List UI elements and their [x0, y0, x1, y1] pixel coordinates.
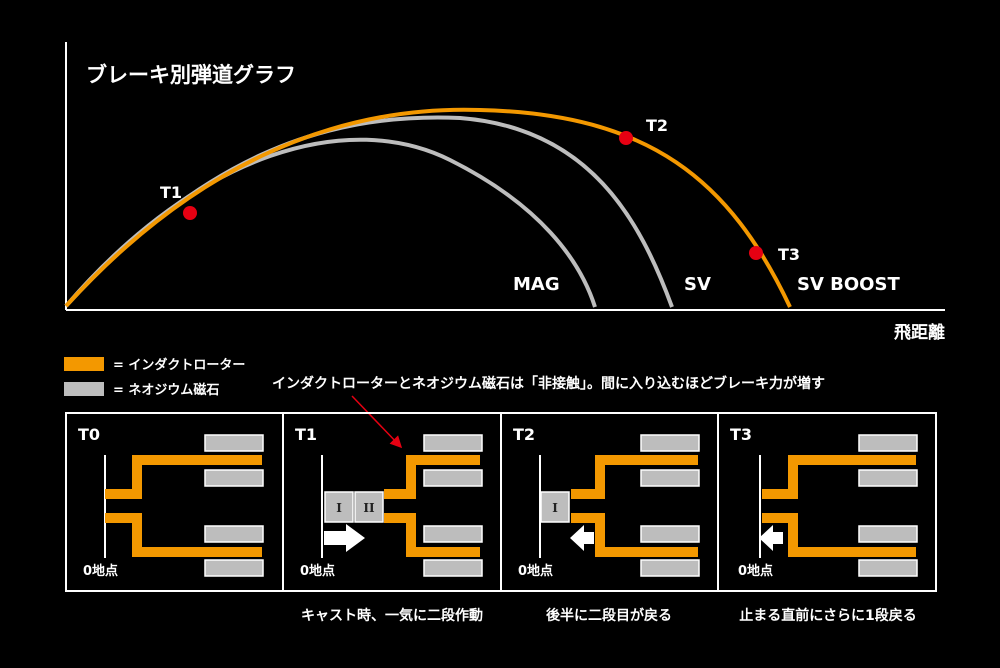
- mag-label: MAG: [513, 274, 560, 295]
- magnet: [423, 469, 483, 487]
- magnet: [204, 525, 264, 543]
- inductor-rotor: [105, 455, 262, 557]
- t1-label: T1: [160, 183, 182, 202]
- panel-t0: T0 0地点: [78, 425, 264, 579]
- zero-label: 0地点: [518, 563, 553, 579]
- legend-orange-swatch: [64, 357, 104, 371]
- left-arrow-icon: [570, 525, 594, 551]
- caption-t3: 止まる直前にさらに1段戻る: [739, 607, 916, 624]
- svboost-curve: [64, 107, 792, 308]
- panel-t1-label: T1: [295, 425, 317, 444]
- stage-1-block: [540, 491, 570, 523]
- t2-label: T2: [646, 116, 668, 135]
- magnet: [640, 469, 700, 487]
- magnet: [423, 434, 483, 452]
- legend-orange-label: = インダクトローター: [113, 357, 245, 373]
- stage-1-block: [324, 491, 354, 523]
- panel-t2: T2 I 0地点: [513, 425, 700, 579]
- magnet: [204, 559, 264, 577]
- magnet: [858, 525, 918, 543]
- panel-t3: T3 0地点: [730, 425, 918, 579]
- legend-gray-swatch: [64, 382, 104, 396]
- t3-point: [749, 246, 763, 260]
- svboost-label: SV BOOST: [797, 274, 900, 295]
- magnet: [204, 469, 264, 487]
- inductor-rotor: [571, 455, 698, 557]
- annotation-arrow: [351, 395, 403, 449]
- t1-point: [183, 206, 197, 220]
- zero-label: 0地点: [738, 563, 773, 579]
- graph-title: ブレーキ別弾道グラフ: [86, 63, 296, 87]
- panel-t0-label: T0: [78, 425, 100, 444]
- sv-label: SV: [684, 274, 711, 295]
- inductor-rotor: [384, 455, 480, 557]
- magnet: [640, 434, 700, 452]
- magnet: [858, 559, 918, 577]
- magnet: [858, 434, 918, 452]
- inductor-rotor: [762, 455, 916, 557]
- panel-t1: T1 I II 0地点: [295, 425, 483, 579]
- legend: = インダクトローター = ネオジウム磁石: [64, 357, 245, 398]
- zero-label: 0地点: [83, 563, 118, 579]
- stage-2-block: [354, 491, 384, 523]
- caption-t2: 後半に二段目が戻る: [546, 607, 672, 624]
- annotation-text: インダクトローターとネオジウム磁石は「非接触」。間に入り込むほどブレーキ力が増す: [272, 375, 825, 392]
- stage-2-label: II: [363, 501, 375, 515]
- zero-label: 0地点: [300, 563, 335, 579]
- stage-1-label: I: [336, 501, 342, 515]
- magnet: [640, 525, 700, 543]
- stage-1-label: I: [552, 501, 558, 515]
- magnet: [858, 469, 918, 487]
- magnet: [423, 525, 483, 543]
- magnet: [204, 434, 264, 452]
- magnet: [423, 559, 483, 577]
- right-arrow-icon: [324, 524, 365, 552]
- trajectory-graph: ブレーキ別弾道グラフ 飛距離 MAG SV SV BOOST T1 T2 T3: [64, 42, 945, 343]
- caption-t1: キャスト時、一気に二段作動: [301, 607, 483, 624]
- panel-t3-label: T3: [730, 425, 752, 444]
- x-axis-label: 飛距離: [893, 322, 945, 343]
- legend-gray-label: = ネオジウム磁石: [113, 382, 219, 398]
- magnet: [640, 559, 700, 577]
- t2-point: [619, 131, 633, 145]
- left-arrow-icon: [759, 525, 783, 551]
- t3-label: T3: [778, 245, 800, 264]
- panel-t2-label: T2: [513, 425, 535, 444]
